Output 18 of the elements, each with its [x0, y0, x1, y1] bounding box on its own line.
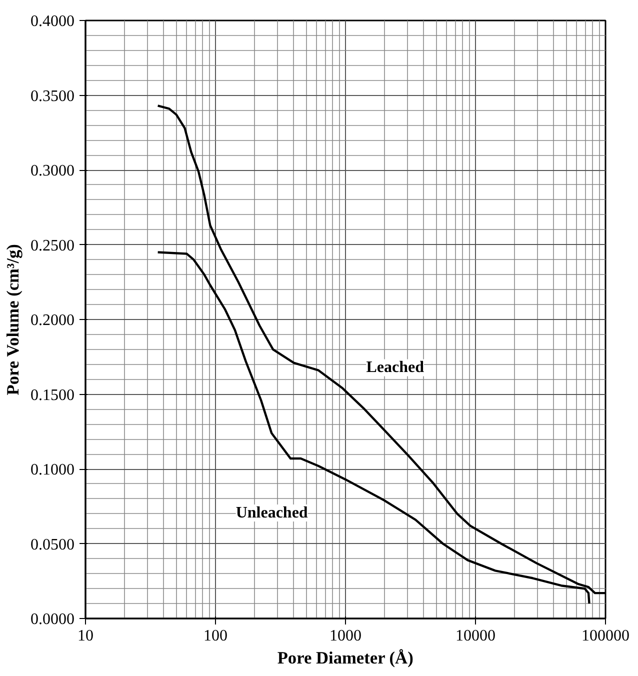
x-tick-label: 10000	[456, 628, 496, 644]
y-tick-label: 0.1500	[30, 386, 74, 404]
y-tick-label: 0.1000	[30, 462, 74, 478]
series-label: Leached	[366, 359, 424, 376]
y-axis-title: Pore Volume (cm³/g)	[4, 244, 22, 396]
text: Unleached	[236, 504, 308, 522]
x-tick-label: 100	[204, 628, 228, 644]
y-tick-label: 0.2000	[30, 312, 74, 329]
x-tick-label: 100000	[582, 628, 630, 644]
y-tick-label: 0.3500	[30, 88, 74, 105]
x-tick-label: 10	[78, 628, 94, 644]
x-axis-title: Pore Diameter (Å)	[277, 648, 414, 668]
y-tick-label: 0.0500	[30, 536, 74, 554]
y-tick-label: 0.0000	[30, 611, 74, 628]
y-tick-label: 0.4000	[30, 13, 74, 30]
y-tick-label: 0.2500	[30, 237, 74, 254]
y-tick-label: 0.3000	[30, 162, 74, 180]
x-tick-label: 1000	[330, 628, 362, 644]
